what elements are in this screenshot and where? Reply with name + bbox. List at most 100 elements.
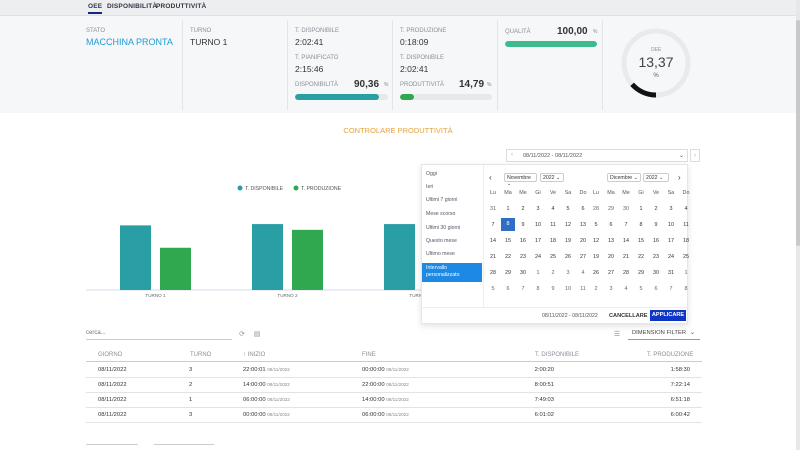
search-input[interactable] (86, 327, 226, 336)
day-cell[interactable]: 24 (535, 254, 541, 260)
day-cell[interactable]: 14 (623, 238, 629, 244)
day-cell[interactable]: 30 (520, 270, 526, 276)
col-header-fine[interactable]: FINE (362, 352, 376, 358)
day-cell[interactable]: 20 (580, 238, 586, 244)
day-cell[interactable]: 21 (623, 254, 629, 260)
legend-label[interactable]: T. PRODUZIONE (301, 186, 342, 192)
day-cell[interactable]: 4 (581, 270, 585, 276)
day-cell[interactable]: 13 (608, 238, 614, 244)
left-year-select[interactable]: 2022 ⌄ (540, 173, 564, 182)
apply-button[interactable]: APPLICARE (650, 310, 686, 321)
day-cell[interactable]: 7 (491, 222, 495, 228)
day-cell[interactable]: 10 (668, 222, 674, 228)
day-cell[interactable]: 2 (594, 286, 598, 292)
day-cell[interactable]: 6 (581, 206, 585, 212)
chevron-left-icon[interactable]: ‹ (511, 152, 513, 158)
tab-disponibilita[interactable]: DISPONIBILITÀ (107, 3, 158, 10)
day-cell[interactable]: 8 (501, 218, 515, 231)
bar[interactable] (384, 224, 415, 290)
day-cell[interactable]: 28 (490, 270, 496, 276)
day-cell[interactable]: 1 (506, 206, 510, 212)
day-cell[interactable]: 20 (608, 254, 614, 260)
day-cell[interactable]: 5 (639, 286, 643, 292)
day-cell[interactable]: 11 (683, 222, 689, 228)
right-month-select[interactable]: Dicembre ⌄ (607, 173, 641, 182)
preset-item[interactable]: Ultimi 30 giorni (426, 225, 461, 231)
day-cell[interactable]: 8 (684, 286, 688, 292)
day-cell[interactable]: 30 (653, 270, 659, 276)
day-cell[interactable]: 17 (535, 238, 541, 244)
cancel-button[interactable]: CANCELLARE (609, 313, 648, 319)
day-cell[interactable]: 6 (609, 222, 613, 228)
preset-item[interactable]: Intervallo personalizzato (422, 263, 482, 282)
day-cell[interactable]: 5 (566, 206, 570, 212)
day-cell[interactable]: 21 (490, 254, 496, 260)
day-cell[interactable]: 1 (536, 270, 540, 276)
day-cell[interactable]: 22 (638, 254, 644, 260)
day-cell[interactable]: 18 (683, 238, 689, 244)
search-field[interactable] (86, 327, 232, 340)
day-cell[interactable]: 27 (608, 270, 614, 276)
day-cell[interactable]: 19 (565, 238, 571, 244)
chevron-right-icon[interactable]: › (690, 149, 700, 162)
day-cell[interactable]: 28 (593, 206, 599, 212)
scrollbar-thumb[interactable] (796, 20, 800, 246)
page-size-select[interactable] (154, 444, 214, 450)
day-cell[interactable]: 7 (669, 286, 673, 292)
day-cell[interactable]: 6 (654, 286, 658, 292)
day-cell[interactable]: 1 (639, 206, 643, 212)
day-cell[interactable]: 31 (490, 206, 496, 212)
day-cell[interactable]: 2 (521, 206, 525, 212)
day-cell[interactable]: 4 (551, 206, 555, 212)
day-cell[interactable]: 4 (684, 206, 688, 212)
day-cell[interactable]: 22 (505, 254, 511, 260)
pagination[interactable] (86, 444, 138, 450)
day-cell[interactable]: 11 (580, 286, 586, 292)
col-header-turno[interactable]: TURNO (190, 352, 212, 358)
day-cell[interactable]: 31 (668, 270, 674, 276)
bar[interactable] (160, 247, 191, 290)
next-month-icon[interactable]: › (678, 173, 681, 182)
preset-item[interactable]: Ieri (426, 184, 434, 190)
preset-item[interactable]: Questo mese (426, 238, 457, 244)
day-cell[interactable]: 8 (536, 286, 540, 292)
day-cell[interactable]: 7 (624, 222, 628, 228)
day-cell[interactable]: 10 (535, 222, 541, 228)
dimension-filter-select[interactable]: DIMENSION FILTER ⌄ (628, 327, 700, 340)
col-header-giorno[interactable]: GIORNO (98, 352, 123, 358)
day-cell[interactable]: 26 (593, 270, 599, 276)
preset-item[interactable]: Mese scorso (426, 211, 456, 217)
refresh-icon[interactable]: ⟳ (239, 331, 245, 338)
table-row[interactable]: 08/11/2022 3 22:00:01 08/11/2022 00:00:00 0… (86, 363, 702, 378)
day-cell[interactable]: 15 (638, 238, 644, 244)
day-cell[interactable]: 29 (638, 270, 644, 276)
col-header-t-produzione[interactable]: T. PRODUZIONE (647, 352, 694, 358)
day-cell[interactable]: 5 (594, 222, 598, 228)
right-year-select[interactable]: 2022 ⌄ (643, 173, 669, 182)
day-cell[interactable]: 11 (550, 222, 556, 228)
day-cell[interactable]: 12 (565, 222, 571, 228)
day-cell[interactable]: 14 (490, 238, 496, 244)
tab-produttivita[interactable]: PRODUTTIVITÀ (156, 3, 207, 10)
bar[interactable] (292, 229, 323, 290)
day-cell[interactable]: 16 (520, 238, 526, 244)
day-cell[interactable]: 2 (551, 270, 555, 276)
col-header-inizio[interactable]: ↑ INIZIO (243, 352, 266, 358)
day-cell[interactable]: 7 (521, 286, 525, 292)
preset-item[interactable]: Ultimi 7 giorni (426, 197, 458, 203)
preset-item[interactable]: Oggi (426, 171, 437, 177)
day-cell[interactable]: 29 (505, 270, 511, 276)
col-header-t-disponibile[interactable]: T. DISPONIBILE (535, 352, 580, 358)
day-cell[interactable]: 2 (654, 206, 658, 212)
day-cell[interactable]: 25 (683, 254, 689, 260)
day-cell[interactable]: 27 (580, 254, 586, 260)
day-cell[interactable]: 9 (521, 222, 525, 228)
day-cell[interactable]: 9 (654, 222, 658, 228)
day-cell[interactable]: 12 (593, 238, 599, 244)
columns-icon[interactable]: ☰ (613, 331, 621, 338)
day-cell[interactable]: 5 (491, 286, 495, 292)
chevron-down-icon[interactable]: ⌄ (679, 153, 685, 159)
day-cell[interactable]: 16 (653, 238, 659, 244)
export-icon[interactable]: ▤ (253, 331, 261, 338)
day-cell[interactable]: 28 (623, 270, 629, 276)
